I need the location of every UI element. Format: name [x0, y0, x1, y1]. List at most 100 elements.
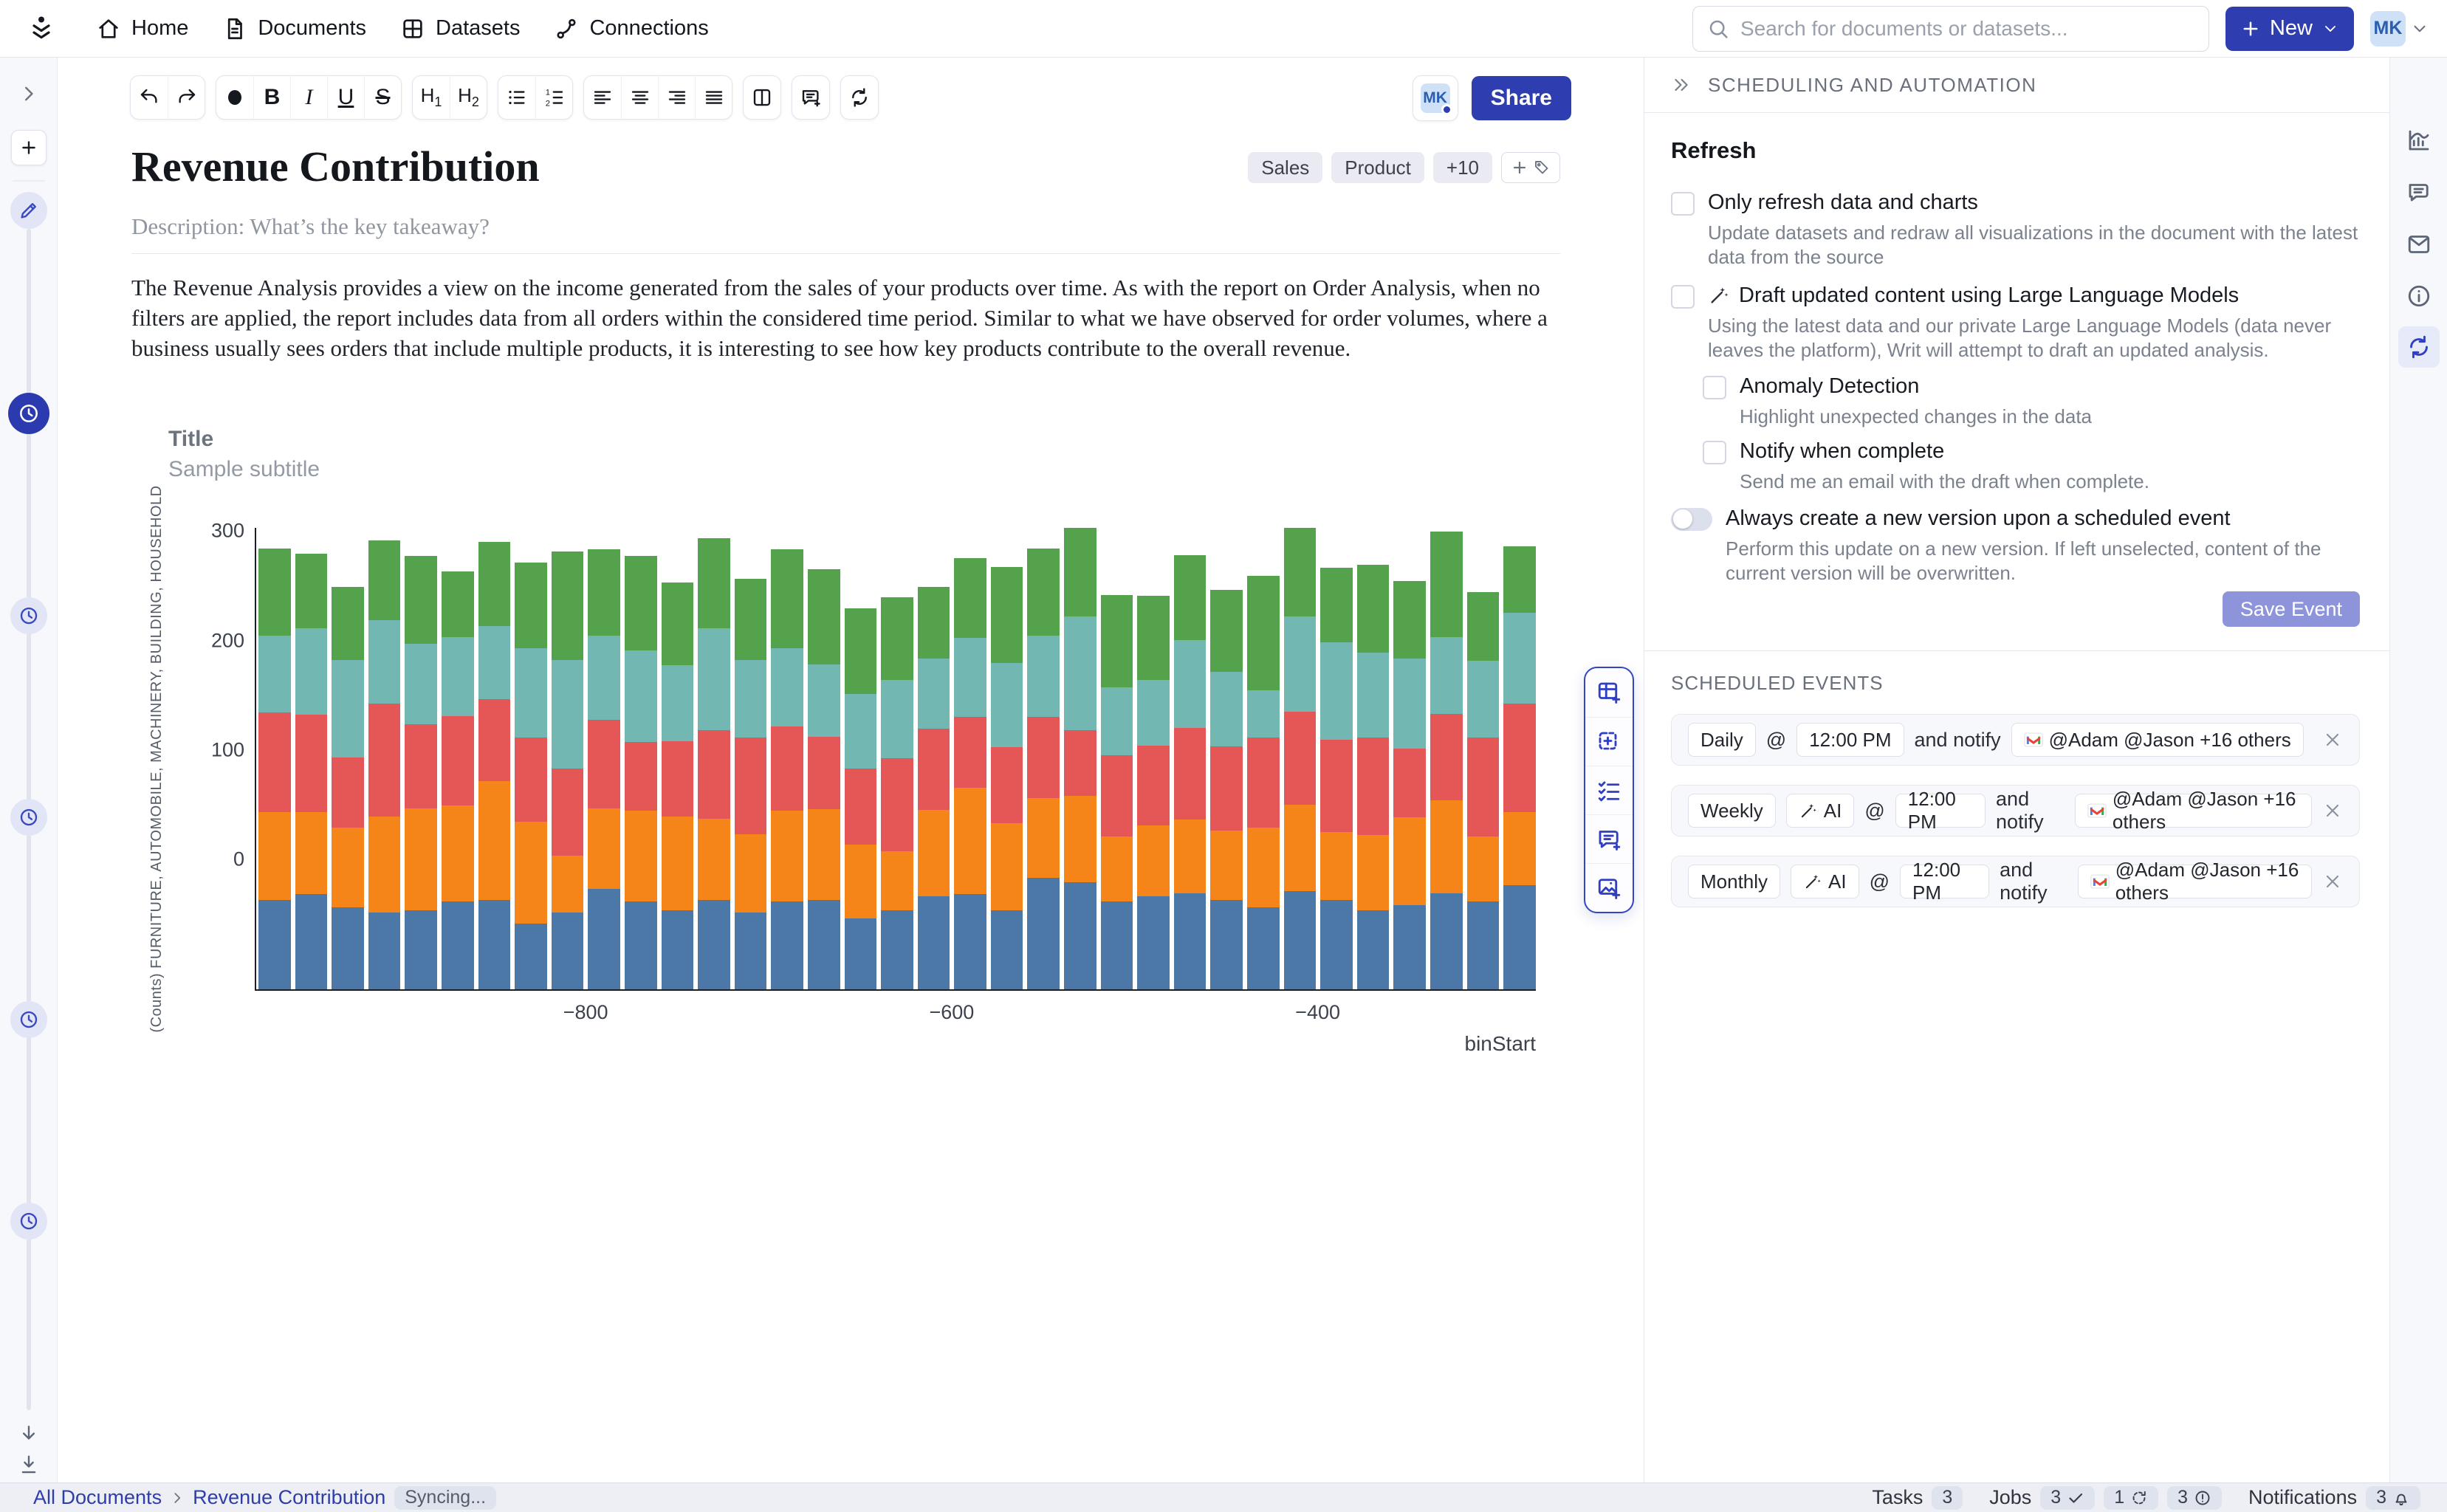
chart-segment-machinery [1247, 738, 1280, 828]
anomaly-label[interactable]: Anomaly Detection [1740, 374, 1920, 399]
chart-bar [1320, 568, 1353, 989]
chart-segment-machinery [295, 714, 328, 812]
toolbar-undo-button[interactable] [131, 76, 168, 119]
insert-checklist-button[interactable] [1585, 766, 1633, 814]
event-frequency-chip[interactable]: Weekly [1688, 794, 1776, 828]
only-refresh-label[interactable]: Only refresh data and charts [1708, 190, 1978, 214]
event-recipients-chip[interactable]: @Adam @Jason +16 others [2074, 788, 2312, 833]
notify-checkbox[interactable] [1703, 441, 1726, 465]
toolbar-columns-button[interactable] [744, 76, 780, 119]
only-refresh-checkbox[interactable] [1671, 192, 1695, 216]
event-recipients-chip[interactable]: @Adam @Jason +16 others [2077, 859, 2312, 904]
breadcrumb-current-document[interactable]: Revenue Contribution [193, 1486, 386, 1508]
timeline-node-event-2[interactable] [10, 597, 47, 634]
notifications-badge[interactable]: 3 [2366, 1485, 2420, 1510]
chart-segment-furniture [1356, 910, 1390, 989]
rail-sync-button[interactable] [2398, 326, 2440, 368]
notify-label[interactable]: Notify when complete [1740, 439, 1945, 464]
add-version-button[interactable] [10, 130, 47, 165]
insert-commentplus-button[interactable] [1585, 814, 1633, 863]
toolbar-commentplus-button[interactable] [792, 76, 829, 119]
tag-pill[interactable]: +10 [1432, 152, 1492, 183]
nav-item-connections[interactable]: Connections [554, 16, 709, 41]
document-title[interactable]: Revenue Contribution [131, 142, 540, 190]
nav-item-documents[interactable]: Documents [222, 16, 366, 41]
jobs-spinner-badge[interactable]: 1 [2104, 1485, 2159, 1510]
rail-info-button[interactable] [2398, 275, 2440, 317]
body-paragraph[interactable]: The Revenue Analysis provides a view on … [131, 275, 1548, 361]
anomaly-checkbox[interactable] [1703, 376, 1726, 400]
toolbar-strike-button[interactable]: S [364, 76, 401, 119]
timeline-node-event-3[interactable] [10, 799, 47, 836]
description-placeholder[interactable]: Description: What’s the key takeaway? [131, 213, 490, 239]
stacked-bar-chart[interactable]: (Counts) FURNITURE, AUTOMOBILE, MACHINER… [148, 485, 1536, 1055]
event-time-chip[interactable]: 12:00 PM [1900, 859, 1990, 904]
toolbar-alignR-button[interactable] [658, 76, 695, 119]
toolbar-underline-button[interactable]: U [327, 76, 364, 119]
nav-item-datasets[interactable]: Datasets [400, 16, 520, 41]
insert-selectplus-button[interactable] [1585, 717, 1633, 766]
timeline-node-event-1[interactable] [7, 393, 49, 434]
add-tag-button[interactable] [1501, 152, 1560, 183]
toolbar-h2-button[interactable]: H2 [450, 76, 487, 119]
remove-event-close-icon[interactable] [2322, 729, 2343, 750]
app-logo-icon[interactable] [27, 14, 56, 44]
chart-bar [1247, 575, 1280, 989]
rail-chartpanel-button[interactable] [2398, 120, 2440, 161]
event-ai-chip[interactable]: AI [1791, 865, 1859, 899]
toolbar-sync-button[interactable] [841, 76, 878, 119]
draft-llm-checkbox[interactable] [1671, 284, 1695, 309]
chart-segment-building [551, 659, 584, 769]
tasks-count-badge[interactable]: 3 [1932, 1485, 1963, 1510]
chart-segment-building [441, 636, 474, 716]
event-ai-chip[interactable]: AI [1785, 794, 1855, 828]
event-frequency-chip[interactable]: Daily [1688, 723, 1756, 757]
remove-event-close-icon[interactable] [2322, 871, 2343, 892]
arrowdown-icon[interactable] [18, 1422, 40, 1444]
toolbar-redo-button[interactable] [168, 76, 205, 119]
toolbar-alignL-button[interactable] [584, 76, 621, 119]
timeline-node-event-4[interactable] [10, 1001, 47, 1038]
presence-avatar[interactable]: MK [1412, 75, 1458, 121]
event-time-chip[interactable]: 12:00 PM [1895, 788, 1986, 833]
toolbar-ul-button[interactable] [498, 76, 535, 119]
timeline-node-event-5[interactable] [10, 1203, 47, 1240]
draft-llm-label[interactable]: Draft updated content using Large Langua… [1739, 283, 2240, 307]
remove-event-close-icon[interactable] [2322, 800, 2343, 821]
toolbar-bold-button[interactable]: B [253, 76, 290, 119]
global-search[interactable] [1692, 5, 2209, 52]
user-avatar[interactable]: MK [2370, 10, 2406, 47]
jobs-alert-badge[interactable]: 3 [2167, 1485, 2223, 1510]
tag-pill[interactable]: Product [1331, 152, 1424, 183]
toolbar-alignC-button[interactable] [621, 76, 658, 119]
presence-online-dot [1441, 104, 1452, 115]
event-frequency-chip[interactable]: Monthly [1688, 865, 1781, 899]
search-input[interactable] [1740, 16, 2195, 41]
new-button[interactable]: New [2225, 6, 2354, 51]
rail-mail-button[interactable] [2398, 224, 2440, 265]
save-event-button[interactable]: Save Event [2222, 591, 2360, 628]
avatar-chevron-down-icon[interactable] [2410, 19, 2429, 38]
timeline-node-edit[interactable] [10, 192, 47, 229]
collapse-panel-double-chevron-icon[interactable] [1671, 75, 1692, 95]
breadcrumb-all-documents[interactable]: All Documents [33, 1486, 162, 1508]
nav-item-home[interactable]: Home [96, 16, 188, 41]
arrowdownline-icon[interactable] [18, 1454, 40, 1476]
tag-pill[interactable]: Sales [1248, 152, 1323, 183]
toolbar-italic-button[interactable]: I [290, 76, 327, 119]
insert-imageplus-button[interactable] [1585, 863, 1633, 912]
chart-segment-automobile [551, 856, 584, 913]
event-recipients-chip[interactable]: @Adam @Jason +16 others [2011, 723, 2304, 757]
new-version-label[interactable]: Always create a new version upon a sched… [1726, 506, 2231, 530]
new-version-toggle[interactable] [1671, 507, 1712, 531]
event-time-chip[interactable]: 12:00 PM [1796, 723, 1904, 757]
jobs-check-badge[interactable]: 3 [2040, 1485, 2096, 1510]
share-button[interactable]: Share [1471, 76, 1571, 120]
toolbar-h1-button[interactable]: H1 [420, 84, 442, 110]
rail-comment-button[interactable] [2398, 172, 2440, 213]
toolbar-alignJ-button[interactable] [695, 76, 732, 119]
toolbar-dot-button[interactable] [216, 76, 253, 119]
insert-tableplus-button[interactable] [1585, 668, 1633, 717]
expand-rail-chevron-right-icon[interactable] [18, 83, 40, 105]
